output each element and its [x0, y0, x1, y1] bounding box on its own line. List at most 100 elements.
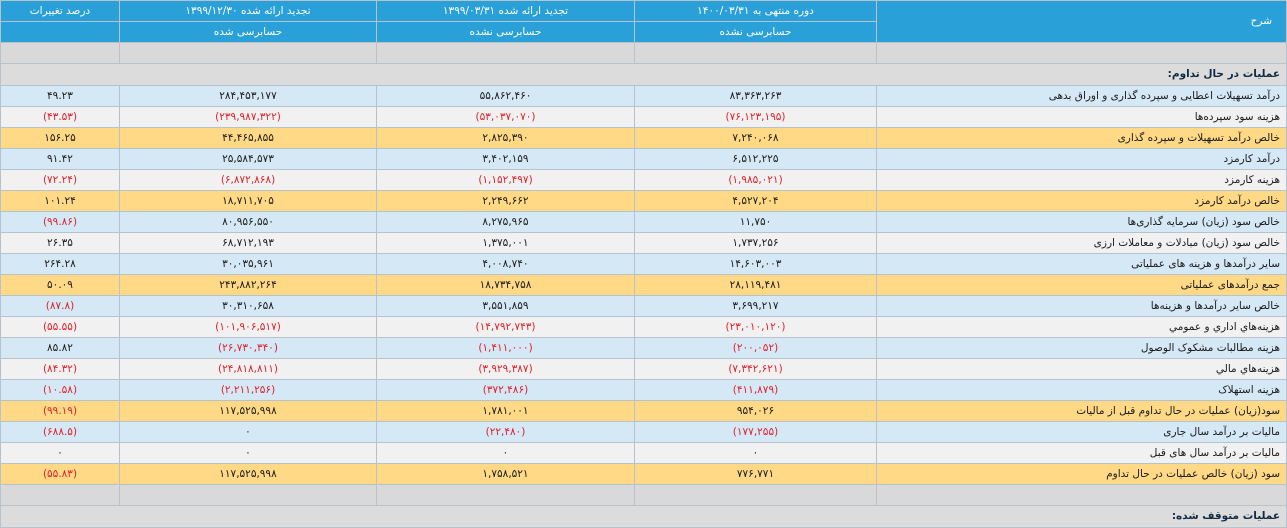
value-period-3: ۱۸,۷۱۱,۷۰۵: [119, 190, 377, 212]
section-continuing-title: عملیات در حال تداوم:: [0, 63, 1287, 86]
row-description: خالص سود (زیان) مبادلات و معاملات ارزی: [876, 232, 1287, 254]
value-period-1: ۱۱,۷۵۰: [634, 211, 877, 233]
value-period-2: (۱,۱۵۲,۴۹۷): [376, 169, 635, 191]
value-period-3: ۲۵,۵۸۴,۵۷۳: [119, 148, 377, 170]
value-period-1: ۹۵۴,۰۲۶: [634, 400, 877, 422]
table-row: هزینه استهلاک (۴۱۱,۸۷۹) (۳۷۲,۴۸۶) (۲,۲۱۱,۲۵…: [0, 379, 1287, 401]
value-period-2: (۳۷۲,۴۸۶): [376, 379, 635, 401]
row-description: هزینه‌هاي مالي: [876, 358, 1287, 380]
value-period-3: ۲۴۳,۸۸۲,۲۶۴: [119, 274, 377, 296]
value-period-2: (۱,۴۱۱,۰۰۰): [376, 337, 635, 359]
spacer-cell: [119, 484, 377, 506]
value-period-3: (۲,۲۱۱,۲۵۶): [119, 379, 377, 401]
value-period-3: ۲۸۴,۴۵۳,۱۷۷: [119, 85, 377, 107]
table-row: خالص درآمد کارمزد ۴,۵۲۷,۲۰۴ ۲,۲۴۹,۶۶۲ ۱۸,۷۱…: [0, 190, 1287, 212]
spacer-cell: [119, 42, 377, 64]
value-period-3: ۴۴,۴۶۵,۸۵۵: [119, 127, 377, 149]
value-period-1: ۶,۵۱۲,۲۲۵: [634, 148, 877, 170]
value-period-1: ۱۴,۶۰۳,۰۰۳: [634, 253, 877, 275]
row-description: مالیات بر درآمد سال های قبل: [876, 442, 1287, 464]
value-percent-change: ۴۹.۲۳: [0, 85, 120, 107]
value-period-1: (۷,۳۴۲,۶۲۱): [634, 358, 877, 380]
value-percent-change: ۱۵۶.۲۵: [0, 127, 120, 149]
header-period-1-title: دوره منتهی به ۱۴۰۰/۰۳/۳۱: [634, 0, 877, 22]
value-period-3: ۰: [119, 421, 377, 443]
value-period-3: ۳۰,۰۳۵,۹۶۱: [119, 253, 377, 275]
spacer-cell: [634, 42, 877, 64]
value-period-1: (۷۶,۱۲۳,۱۹۵): [634, 106, 877, 128]
table-row: خالص سود (زیان) مبادلات و معاملات ارزی ۱,…: [0, 232, 1287, 254]
table-row: هزینه‌هاي مالي (۷,۳۴۲,۶۲۱) (۳,۹۲۹,۳۸۷) (۲۴,…: [0, 358, 1287, 380]
row-description: خالص درآمد تسهیلات و سپرده گذاری: [876, 127, 1287, 149]
spacer-row: [0, 484, 1287, 506]
value-percent-change: ۱۰۱.۲۴: [0, 190, 120, 212]
value-period-1: (۱۷۷,۲۵۵): [634, 421, 877, 443]
value-period-1: ۰: [634, 442, 877, 464]
spacer-cell: [0, 42, 120, 64]
header-period-2-title: تجدید ارائه شده ۱۳۹۹/۰۳/۳۱: [376, 0, 635, 22]
row-description: درآمد تسهیلات اعطایی و سپرده گذاری و اور…: [876, 85, 1287, 107]
value-period-3: (۲۳۹,۹۸۷,۳۲۲): [119, 106, 377, 128]
value-period-3: ۸۰,۹۵۶,۵۵۰: [119, 211, 377, 233]
value-period-1: ۲۸,۱۱۹,۴۸۱: [634, 274, 877, 296]
row-description: سود(زیان) عملیات در حال تداوم قبل از مال…: [876, 400, 1287, 422]
section-continuing-row: عملیات در حال تداوم:: [0, 63, 1287, 86]
table-row: خالص سایر درآمدها و هزینه‌ها ۳,۶۹۹,۲۱۷ ۳,۵…: [0, 295, 1287, 317]
row-description: جمع درآمدهای عملیاتی: [876, 274, 1287, 296]
section-discontinued-title: عملیات متوقف شده:: [0, 505, 1287, 528]
value-period-2: ۳,۵۵۱,۸۵۹: [376, 295, 635, 317]
value-percent-change: (۴۳.۵۳): [0, 106, 120, 128]
value-percent-change: ۰: [0, 442, 120, 464]
spacer-cell: [876, 484, 1287, 506]
table-row: سود (زیان) خالص عملیات در حال تداوم ۷۷۶,۷…: [0, 463, 1287, 485]
header-percent-empty: [0, 21, 120, 43]
value-percent-change: (۸۷.۸): [0, 295, 120, 317]
value-period-1: (۱,۹۸۵,۰۲۱): [634, 169, 877, 191]
table-row: مالیات بر درآمد سال های قبل ۰ ۰ ۰ ۰: [0, 442, 1287, 464]
table-row: سایر درآمدها و هزینه های عملیاتی ۱۴,۶۰۳,۰…: [0, 253, 1287, 275]
value-period-3: (۶,۸۷۲,۸۶۸): [119, 169, 377, 191]
value-period-1: ۴,۵۲۷,۲۰۴: [634, 190, 877, 212]
value-percent-change: (۵۵.۸۳): [0, 463, 120, 485]
spacer-row: [0, 42, 1287, 64]
row-description: هزینه‌هاي اداري و عمومي: [876, 316, 1287, 338]
row-description: هزینه مطالبات مشکوک الوصول: [876, 337, 1287, 359]
spacer-cell: [0, 484, 120, 506]
value-period-3: ۱۱۷,۵۲۵,۹۹۸: [119, 463, 377, 485]
table-row: درآمد تسهیلات اعطایی و سپرده گذاری و اور…: [0, 85, 1287, 107]
table-row: هزینه‌هاي اداري و عمومي (۲۳,۰۱۰,۱۲۰) (۱۴,۷…: [0, 316, 1287, 338]
value-percent-change: (۷۲.۲۴): [0, 169, 120, 191]
value-percent-change: ۲۶.۳۵: [0, 232, 120, 254]
header-period-2-status: حسابرسی نشده: [376, 21, 635, 43]
value-percent-change: (۱۰.۵۸): [0, 379, 120, 401]
header-period-1-status: حسابرسی نشده: [634, 21, 877, 43]
spacer-cell: [376, 484, 635, 506]
value-period-2: ۰: [376, 442, 635, 464]
table-header: شرح دوره منتهی به ۱۴۰۰/۰۳/۳۱ تجدید ارائه…: [0, 0, 1287, 43]
value-percent-change: (۹۹.۸۶): [0, 211, 120, 233]
row-description: درآمد کارمزد: [876, 148, 1287, 170]
value-period-1: (۲۳,۰۱۰,۱۲۰): [634, 316, 877, 338]
table-row: هزینه مطالبات مشکوک الوصول (۲۰۰,۰۵۲) (۱,۴۱…: [0, 337, 1287, 359]
value-period-2: ۵۵,۸۶۲,۴۶۰: [376, 85, 635, 107]
row-description: مالیات بر درآمد سال جاری: [876, 421, 1287, 443]
value-period-2: ۲,۲۴۹,۶۶۲: [376, 190, 635, 212]
row-description: هزینه استهلاک: [876, 379, 1287, 401]
value-percent-change: ۸۵.۸۲: [0, 337, 120, 359]
value-percent-change: (۹۹.۱۹): [0, 400, 120, 422]
table-row: خالص درآمد تسهیلات و سپرده گذاری ۷,۲۴۰,۰۶…: [0, 127, 1287, 149]
header-period-3-status: حسابرسی شده: [119, 21, 377, 43]
value-period-2: (۵۳,۰۳۷,۰۷۰): [376, 106, 635, 128]
table-row: خالص سود (زیان) سرمایه گذاری‌ها ۱۱,۷۵۰ ۸,۲…: [0, 211, 1287, 233]
value-period-2: (۱۴,۷۹۲,۷۴۳): [376, 316, 635, 338]
row-description: سود (زیان) خالص عملیات در حال تداوم: [876, 463, 1287, 485]
section-discontinued-row: عملیات متوقف شده:: [0, 505, 1287, 528]
value-period-1: ۳,۶۹۹,۲۱۷: [634, 295, 877, 317]
value-period-1: ۷۷۶,۷۷۱: [634, 463, 877, 485]
table-body: عملیات در حال تداوم: درآمد تسهیلات اعطای…: [0, 42, 1287, 528]
value-percent-change: (۸۴.۳۲): [0, 358, 120, 380]
value-period-2: (۲۲,۴۸۰): [376, 421, 635, 443]
table-row: مالیات بر درآمد سال جاری (۱۷۷,۲۵۵) (۲۲,۴۸۰…: [0, 421, 1287, 443]
value-percent-change: (۵۵.۵۵): [0, 316, 120, 338]
